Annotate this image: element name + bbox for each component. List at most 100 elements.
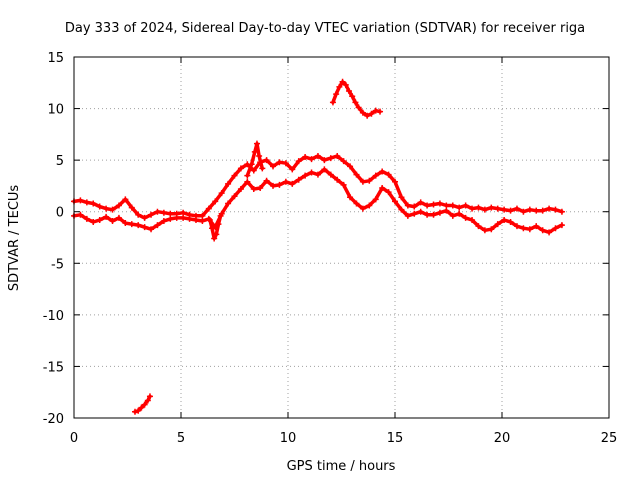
data-point	[141, 214, 148, 221]
data-point	[436, 200, 443, 207]
data-point	[302, 172, 309, 179]
data-point	[345, 88, 352, 95]
y-tick-label: -5	[51, 257, 64, 272]
data-point	[314, 171, 321, 178]
data-point	[231, 172, 238, 179]
data-point	[115, 214, 122, 221]
data-point	[475, 223, 482, 230]
data-point	[96, 216, 103, 223]
data-point	[135, 211, 142, 218]
data-point	[321, 157, 328, 164]
x-tick-label: 15	[387, 431, 404, 446]
data-point	[250, 167, 257, 174]
data-point	[122, 196, 129, 203]
data-point	[449, 212, 456, 219]
series-low-segment	[131, 393, 153, 415]
data-point	[443, 202, 450, 209]
data-point	[488, 226, 495, 233]
data-point	[349, 93, 356, 100]
y-tick-label: 0	[56, 206, 64, 221]
data-point	[83, 199, 90, 206]
data-point	[501, 206, 508, 213]
data-point	[270, 182, 277, 189]
data-point	[276, 159, 283, 166]
data-point	[135, 407, 142, 414]
data-point	[115, 202, 122, 209]
data-point	[215, 221, 222, 228]
data-point	[352, 99, 359, 106]
data-point	[339, 78, 346, 85]
data-point	[430, 201, 437, 208]
tick-layer	[73, 56, 610, 419]
data-point	[520, 225, 527, 232]
data-point	[217, 212, 224, 219]
data-point	[199, 217, 206, 224]
data-point	[513, 205, 520, 212]
data-point	[366, 202, 373, 209]
data-point	[398, 206, 405, 213]
data-point	[546, 205, 553, 212]
data-point	[248, 161, 255, 168]
data-point	[90, 219, 97, 226]
data-point	[103, 205, 110, 212]
data-point	[355, 104, 362, 111]
data-point	[404, 212, 411, 219]
data-point	[237, 165, 244, 172]
data-point	[347, 194, 354, 201]
data-point	[533, 223, 540, 230]
x-axis-label: GPS time / hours	[287, 459, 396, 474]
data-point	[430, 211, 437, 218]
data-point	[237, 186, 244, 193]
chart-title: Day 333 of 2024, Sidereal Day-to-day VTE…	[65, 21, 585, 36]
data-point	[144, 397, 151, 404]
data-point	[398, 194, 405, 201]
x-tick-label: 0	[70, 431, 78, 446]
data-point	[244, 178, 251, 185]
data-point	[199, 212, 206, 219]
data-point	[558, 208, 565, 215]
data-point	[256, 153, 263, 160]
data-point	[372, 196, 379, 203]
data-point	[392, 178, 398, 185]
tick-label-layer: 0 5 10 15 20 25 -20 -15 -10 -5 0 5 10 15	[43, 51, 618, 446]
data-point	[340, 158, 347, 165]
data-point	[417, 199, 424, 206]
data-point	[225, 180, 232, 187]
data-point	[552, 206, 559, 213]
data-point	[372, 107, 379, 114]
y-tick-label: 10	[47, 103, 64, 118]
data-point	[513, 223, 520, 230]
data-point	[308, 156, 315, 163]
data-point	[462, 214, 469, 221]
data-point	[211, 235, 218, 242]
y-tick-label: 15	[47, 51, 64, 66]
data-point	[77, 211, 84, 218]
series-spike-at-8.5h	[244, 140, 266, 179]
data-point	[128, 221, 135, 228]
data-point	[122, 220, 129, 227]
data-point	[353, 200, 360, 207]
data-point	[443, 207, 450, 214]
data-point	[456, 204, 463, 211]
data-point	[209, 225, 216, 232]
data-point	[546, 229, 553, 236]
data-point	[131, 408, 138, 415]
data-point	[295, 158, 302, 165]
data-point	[334, 176, 341, 183]
data-point	[263, 177, 270, 184]
data-point	[392, 198, 398, 205]
data-point	[342, 81, 349, 88]
data-point	[289, 166, 296, 173]
data-point	[327, 155, 334, 162]
y-tick-label: 5	[56, 154, 64, 169]
data-point	[77, 197, 84, 204]
data-point	[462, 202, 469, 209]
data-point	[302, 154, 309, 161]
x-tick-label: 5	[177, 431, 185, 446]
y-tick-label: -15	[43, 360, 64, 375]
data-point	[314, 153, 321, 160]
data-point	[533, 207, 540, 214]
data-point	[359, 178, 366, 185]
plot-frame	[73, 56, 610, 419]
